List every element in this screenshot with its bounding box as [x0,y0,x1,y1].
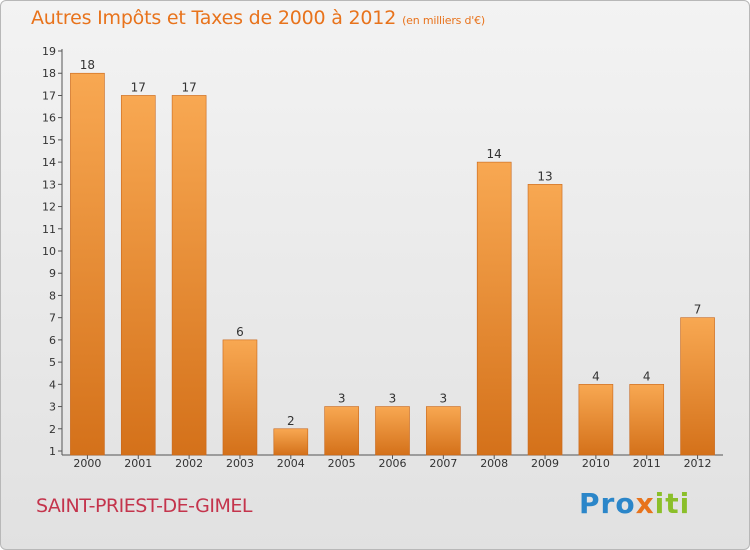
bar [426,406,461,456]
proxiti-logo: Proxiti [579,487,690,520]
y-tick-label: 9 [49,267,56,280]
bar-value-label: 3 [338,392,346,406]
bar [476,161,512,456]
x-tick-label: 2002 [175,457,203,470]
y-tick-label: 15 [42,134,56,147]
bar-value-label: 4 [592,369,600,383]
y-tick-label: 2 [49,423,56,436]
x-tick-label: 2011 [633,457,661,470]
bar [578,384,614,456]
bar [171,95,207,456]
y-tick-label: 14 [42,156,56,169]
x-tick-label: 2004 [277,457,305,470]
x-tick-label: 2012 [684,457,712,470]
y-tick-label: 19 [42,45,56,58]
bar [375,406,410,456]
y-tick-label: 6 [49,334,56,347]
commune-name: SAINT-PRIEST-DE-GIMEL [36,495,253,517]
bar-value-label: 17 [181,80,196,94]
bar [70,72,105,456]
y-tick-label: 17 [42,89,56,102]
y-tick-label: 1 [49,445,56,458]
bar [680,317,715,456]
y-tick-label: 11 [42,223,56,236]
logo-part-iti: iti [654,487,691,520]
y-tick-label: 4 [49,378,56,391]
bar [273,428,309,456]
bar-value-label: 7 [694,303,702,317]
y-tick-label: 10 [42,245,56,258]
chart-title: Autres Impôts et Taxes de 2000 à 2012 (en… [31,7,485,29]
bar [629,384,665,456]
x-tick-label: 2005 [328,457,356,470]
x-tick-label: 2009 [531,457,559,470]
y-tick-label: 16 [42,112,56,125]
bar-value-label: 2 [287,414,295,428]
chart-subtitle: (en milliers d'€) [402,14,485,27]
y-tick-label: 7 [49,312,56,325]
bar-value-label: 4 [643,369,651,383]
bar [527,184,563,456]
x-tick-label: 2010 [582,457,610,470]
bar-value-label: 17 [131,80,146,94]
x-tick-label: 2001 [124,457,152,470]
x-tick-label: 2006 [379,457,407,470]
y-tick-label: 12 [42,201,56,214]
y-tick-label: 18 [42,67,56,80]
bar [120,95,156,456]
bar-value-label: 3 [389,392,397,406]
y-tick-label: 5 [49,356,56,369]
x-tick-label: 2003 [226,457,254,470]
title-text: Autres Impôts et Taxes de 2000 à 2012 [31,7,397,29]
y-tick-label: 3 [49,401,56,414]
bar-value-label: 13 [537,169,552,183]
bar-value-label: 14 [487,147,502,161]
logo-part-pro: Pro [579,487,636,520]
x-tick-label: 2007 [429,457,457,470]
x-tick-label: 2008 [480,457,508,470]
logo-part-x: x [635,487,655,520]
bar-value-label: 6 [236,325,244,339]
x-tick-label: 2000 [73,457,101,470]
y-tick-label: 13 [42,178,56,191]
bar-value-label: 18 [80,58,95,72]
y-tick-label: 8 [49,289,56,302]
bar [324,406,359,456]
bar [222,339,258,456]
bar-value-label: 3 [440,392,448,406]
